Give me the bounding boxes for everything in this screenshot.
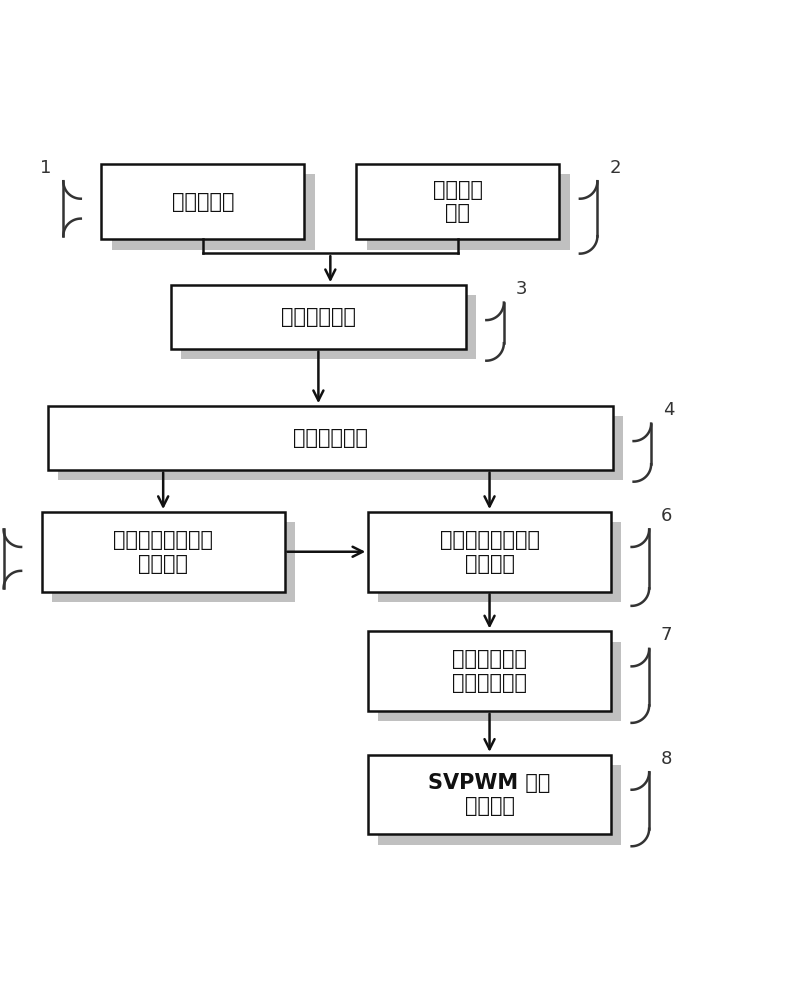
- Text: 指令电压坐标: 指令电压坐标: [452, 649, 527, 669]
- Text: 保护调理电路: 保护调理电路: [281, 307, 356, 327]
- Text: 8: 8: [661, 750, 673, 768]
- Text: SVPWM 调制: SVPWM 调制: [428, 773, 551, 793]
- Bar: [111, 174, 314, 250]
- Bar: [41, 512, 285, 592]
- Text: 控制模块: 控制模块: [465, 554, 514, 574]
- Text: 7: 7: [661, 626, 673, 644]
- Text: 故障检测模块: 故障检测模块: [293, 428, 368, 448]
- Bar: [48, 406, 613, 470]
- Bar: [356, 164, 559, 239]
- Bar: [368, 512, 611, 592]
- Bar: [366, 174, 570, 250]
- Text: 1: 1: [40, 159, 52, 177]
- Bar: [102, 164, 304, 239]
- Text: 鲁棒容错预测速度: 鲁棒容错预测速度: [113, 530, 213, 550]
- Text: 6: 6: [661, 507, 673, 525]
- Text: 控制模块: 控制模块: [139, 554, 188, 574]
- Text: 鲁棒容错预测电流: 鲁棒容错预测电流: [439, 530, 540, 550]
- Bar: [379, 765, 622, 845]
- Text: 程序单元: 程序单元: [465, 796, 514, 816]
- Bar: [368, 755, 611, 834]
- Bar: [368, 631, 611, 711]
- Bar: [181, 295, 476, 359]
- Text: 信号采集: 信号采集: [433, 180, 482, 200]
- Text: 2: 2: [609, 159, 621, 177]
- Text: 模块: 模块: [445, 203, 470, 223]
- Bar: [52, 522, 295, 602]
- Bar: [171, 285, 466, 349]
- Text: 光电编码器: 光电编码器: [172, 192, 234, 212]
- Bar: [379, 642, 622, 721]
- Bar: [379, 522, 622, 602]
- Text: 4: 4: [663, 401, 674, 419]
- Text: 变换程序单元: 变换程序单元: [452, 673, 527, 693]
- Text: 3: 3: [516, 280, 527, 298]
- Bar: [58, 416, 623, 480]
